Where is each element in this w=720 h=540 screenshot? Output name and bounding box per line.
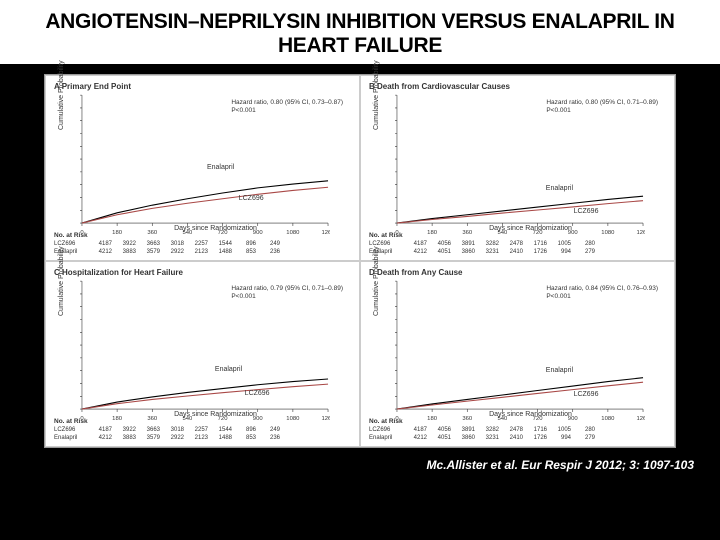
- svg-text:720: 720: [218, 230, 229, 236]
- hazard-ratio-text: Hazard ratio, 0.84 (95% CI, 0.76–0.93)P<…: [546, 285, 658, 301]
- y-axis-label: Cumulative Probability: [373, 61, 380, 131]
- series-label-enalapril: Enalapril: [207, 164, 234, 171]
- svg-text:360: 360: [147, 230, 158, 236]
- svg-text:720: 720: [533, 416, 544, 422]
- svg-text:540: 540: [183, 416, 194, 422]
- panel-d: D Death from Any Cause Cumulative Probab…: [360, 261, 675, 447]
- y-axis-label: Cumulative Probability: [58, 61, 65, 131]
- chart-area: Cumulative Probability Hazard ratio, 0.8…: [80, 93, 351, 223]
- chart-area: Cumulative Probability Hazard ratio, 0.8…: [395, 93, 666, 223]
- figure-grid: A Primary End Point Cumulative Probabili…: [44, 74, 676, 448]
- series-label-enalapril: Enalapril: [546, 367, 573, 374]
- chart-area: Cumulative Probability Hazard ratio, 0.7…: [80, 279, 351, 409]
- lcz696-curve: [82, 384, 328, 409]
- panel-title: A Primary End Point: [54, 82, 351, 91]
- panel-b: B Death from Cardiovascular Causes Cumul…: [360, 75, 675, 261]
- svg-text:1260: 1260: [321, 416, 330, 422]
- enalapril-curve: [82, 181, 328, 223]
- series-label-lcz696: LCZ696: [239, 195, 264, 202]
- series-label-enalapril: Enalapril: [546, 185, 573, 192]
- panel-title: C Hospitalization for Heart Failure: [54, 268, 351, 277]
- title-bar: ANGIOTENSIN–NEPRILYSIN INHIBITION VERSUS…: [0, 0, 720, 66]
- svg-text:0: 0: [80, 230, 84, 236]
- svg-text:1080: 1080: [601, 230, 615, 236]
- page-title: ANGIOTENSIN–NEPRILYSIN INHIBITION VERSUS…: [14, 10, 706, 58]
- series-label-lcz696: LCZ696: [245, 390, 270, 397]
- series-label-lcz696: LCZ696: [574, 208, 599, 215]
- svg-text:180: 180: [112, 230, 123, 236]
- svg-text:900: 900: [568, 416, 579, 422]
- svg-text:180: 180: [112, 416, 123, 422]
- svg-text:1080: 1080: [286, 230, 300, 236]
- hazard-ratio-text: Hazard ratio, 0.80 (95% CI, 0.71–0.89)P<…: [546, 99, 658, 115]
- svg-text:540: 540: [183, 230, 194, 236]
- svg-text:540: 540: [498, 416, 509, 422]
- figure-wrap: A Primary End Point Cumulative Probabili…: [0, 66, 720, 452]
- lcz696-curve: [82, 188, 328, 224]
- svg-text:1260: 1260: [321, 230, 330, 236]
- svg-text:720: 720: [218, 416, 229, 422]
- svg-text:900: 900: [568, 230, 579, 236]
- svg-text:1080: 1080: [601, 416, 615, 422]
- svg-text:900: 900: [253, 416, 264, 422]
- hazard-ratio-text: Hazard ratio, 0.80 (95% CI, 0.73–0.87)P<…: [231, 99, 343, 115]
- panel-c: C Hospitalization for Heart Failure Cumu…: [45, 261, 360, 447]
- hazard-ratio-text: Hazard ratio, 0.79 (95% CI, 0.71–0.89)P<…: [231, 285, 343, 301]
- y-axis-label: Cumulative Probability: [373, 247, 380, 317]
- svg-text:180: 180: [427, 416, 438, 422]
- svg-text:360: 360: [147, 416, 158, 422]
- panel-a: A Primary End Point Cumulative Probabili…: [45, 75, 360, 261]
- svg-text:360: 360: [462, 416, 473, 422]
- chart-area: Cumulative Probability Hazard ratio, 0.8…: [395, 279, 666, 409]
- svg-text:360: 360: [462, 230, 473, 236]
- svg-text:0: 0: [80, 416, 84, 422]
- svg-text:0: 0: [395, 230, 399, 236]
- svg-text:540: 540: [498, 230, 509, 236]
- lcz696-curve: [397, 201, 643, 223]
- y-axis-label: Cumulative Probability: [58, 247, 65, 317]
- lcz696-curve: [397, 383, 643, 410]
- series-label-lcz696: LCZ696: [574, 391, 599, 398]
- svg-text:0: 0: [395, 416, 399, 422]
- citation: Mc.Allister et al. Eur Respir J 2012; 3:…: [0, 452, 720, 472]
- panel-title: D Death from Any Cause: [369, 268, 666, 277]
- svg-text:1260: 1260: [636, 230, 645, 236]
- svg-text:720: 720: [533, 230, 544, 236]
- svg-text:1080: 1080: [286, 416, 300, 422]
- series-label-enalapril: Enalapril: [215, 366, 242, 373]
- svg-text:180: 180: [427, 230, 438, 236]
- svg-text:900: 900: [253, 230, 264, 236]
- panel-title: B Death from Cardiovascular Causes: [369, 82, 666, 91]
- svg-text:1260: 1260: [636, 416, 645, 422]
